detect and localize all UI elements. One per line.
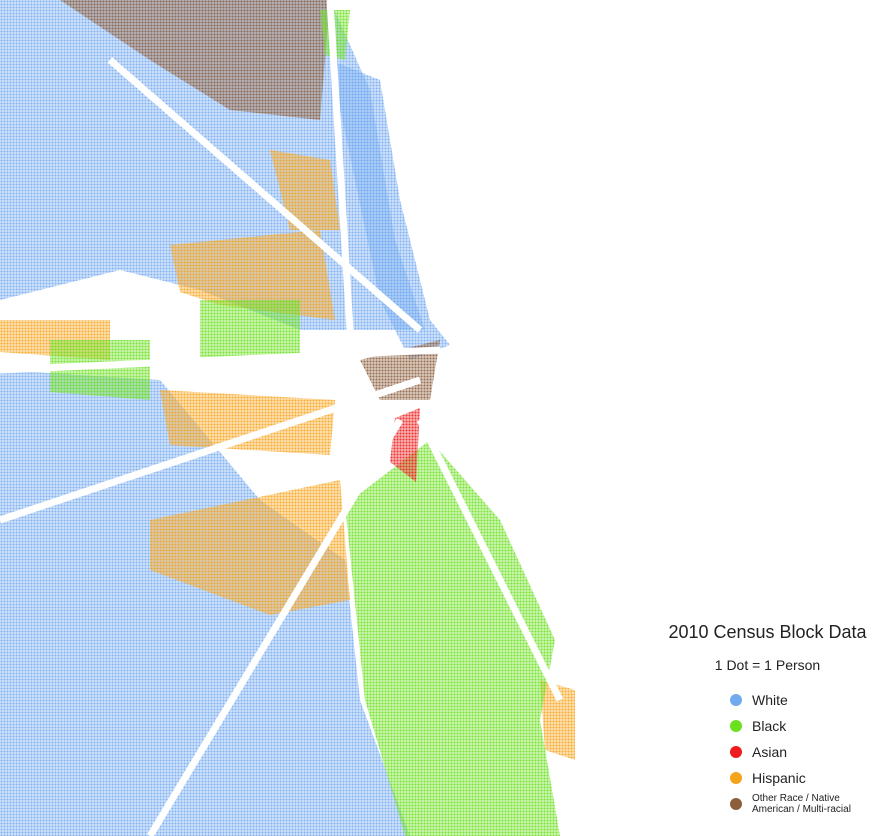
legend-label: Black [752,718,787,734]
legend-item: White [730,687,875,713]
legend-subtitle: 1 Dot = 1 Person [714,657,821,673]
region [540,680,575,760]
region [200,300,300,362]
legend: 2010 Census Block Data 1 Dot = 1 Person … [660,622,875,817]
legend-swatch [730,746,742,758]
region [160,390,335,455]
region [60,0,330,120]
legend-swatch [730,720,742,732]
roads [0,0,560,836]
legend-label: Asian [752,744,788,760]
road [326,0,354,331]
legend-swatch [730,798,742,810]
region [330,60,450,360]
legend-swatch [730,694,742,706]
road [147,418,403,836]
legend-label: White [752,692,788,708]
map-regions [0,0,575,836]
road [0,376,422,524]
legend-item: Asian [730,739,875,765]
region [170,230,335,320]
legend-label: Hispanic [752,770,806,786]
road [0,346,441,374]
road [416,418,564,702]
road [107,57,423,333]
legend-item: Other Race / Native American / Multi-rac… [730,791,875,817]
legend-title: 2010 Census Block Data [668,622,867,642]
legend-item: Black [730,713,875,739]
region [345,440,560,836]
legend-label: Other Race / Native American / Multi-rac… [752,793,851,815]
legend-swatch [730,772,742,784]
legend-item: Hispanic [730,765,875,791]
region [50,340,150,400]
legend-items: White Black Asian Hispanic Other Race / Nati… [660,687,875,817]
